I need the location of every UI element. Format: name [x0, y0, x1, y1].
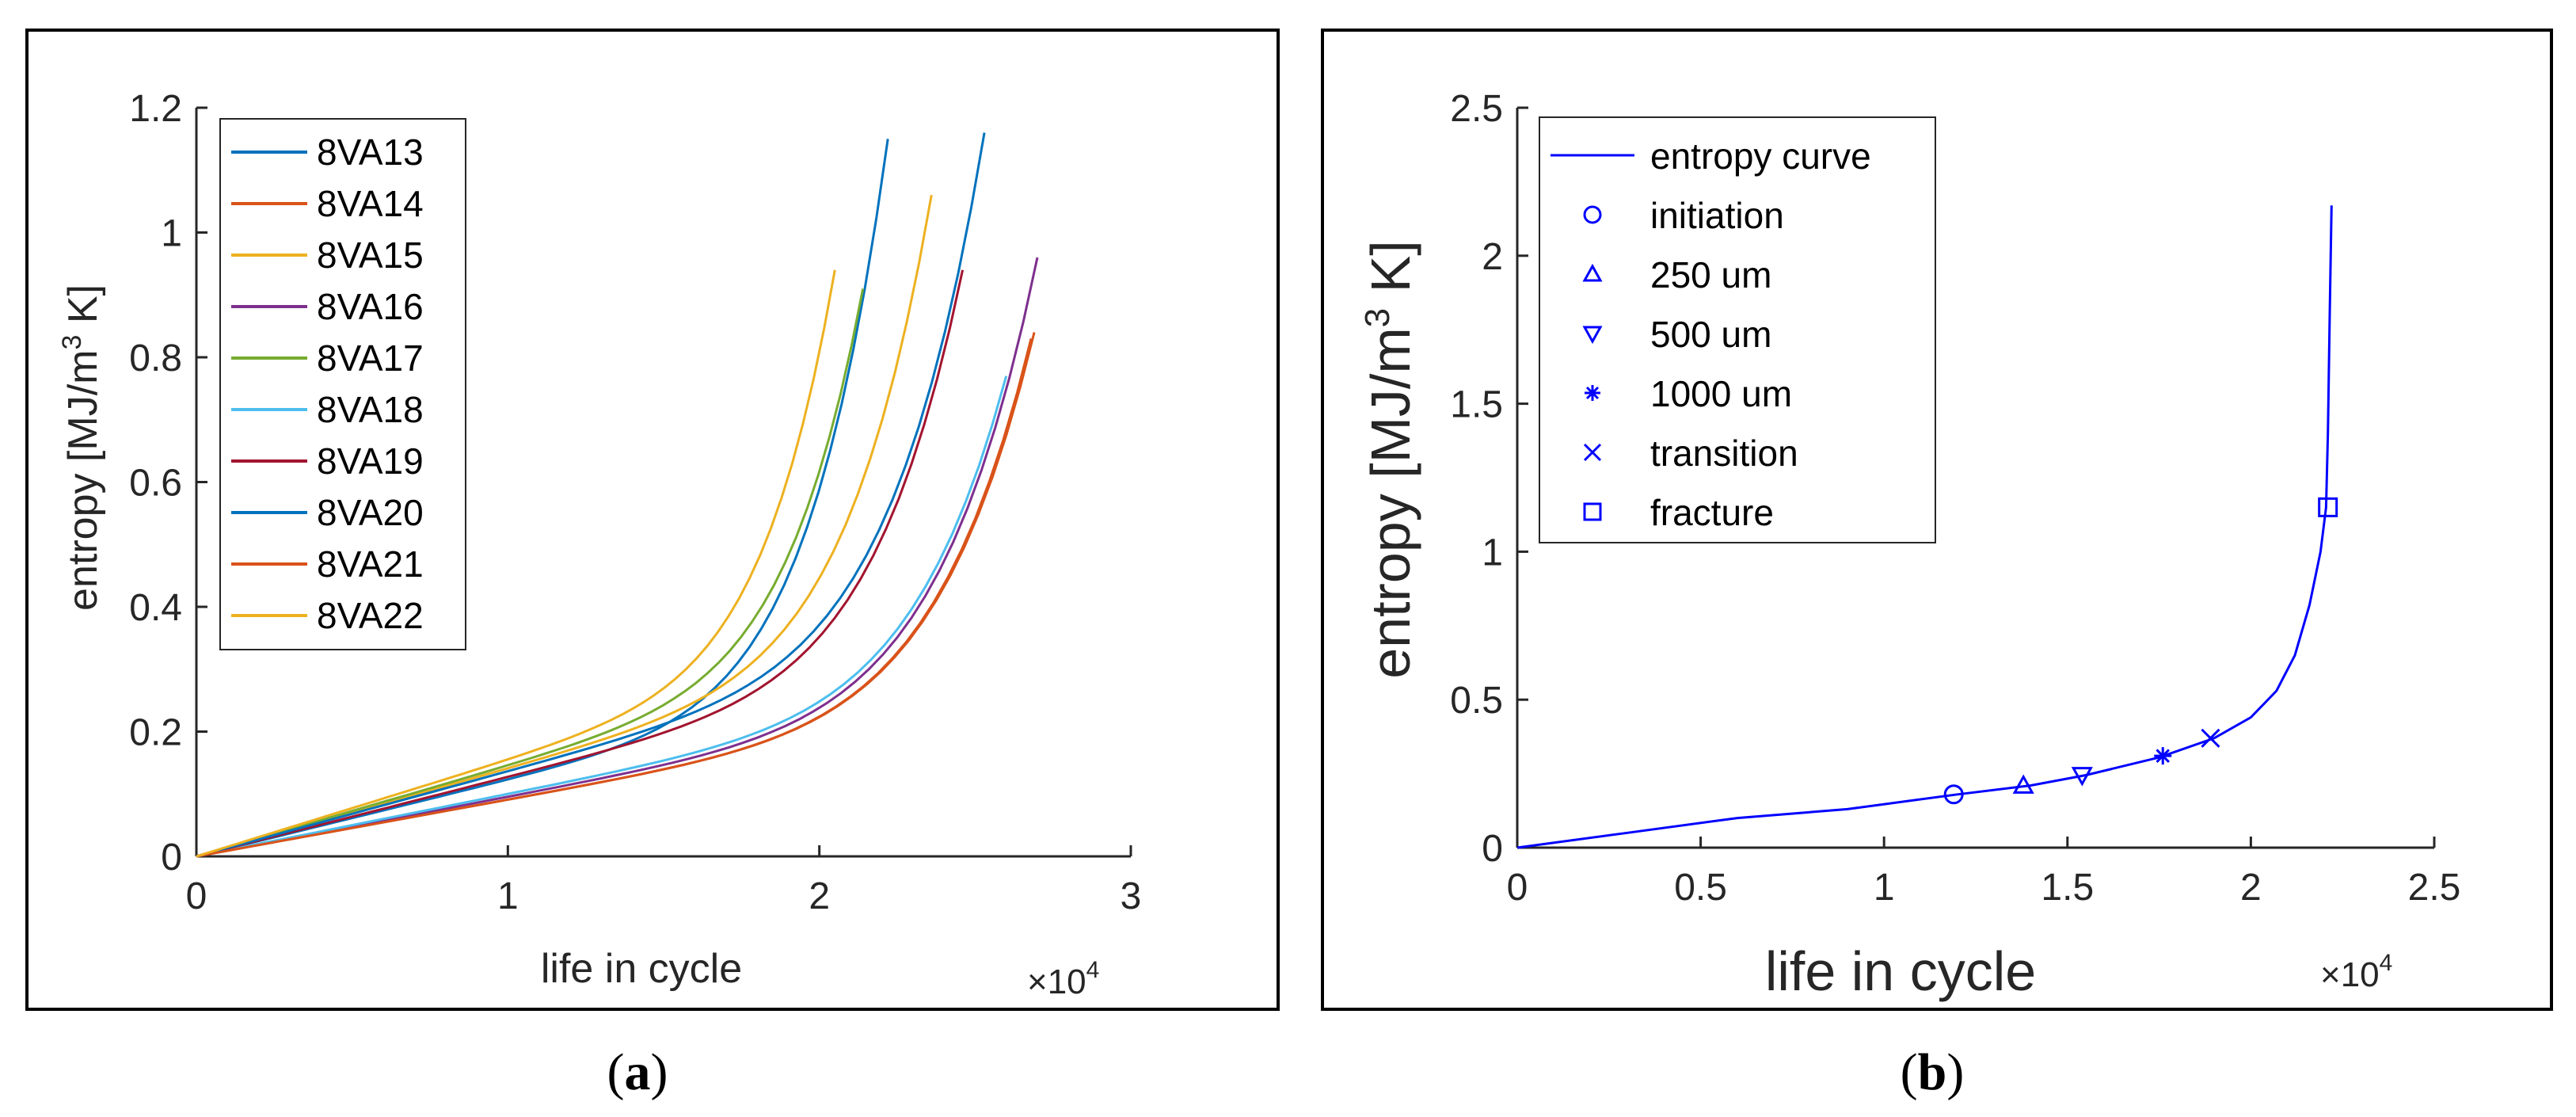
series-line-8va18 [196, 376, 1008, 858]
legend-label: 8VA15 [317, 234, 424, 276]
legend-box [1539, 116, 1936, 543]
legend-marker [1583, 502, 1602, 521]
legend-marker [1582, 263, 1603, 282]
legend-box [219, 118, 466, 650]
legend-label: 250 um [1650, 254, 1771, 295]
legend-label: 1000 um [1650, 373, 1792, 414]
y-tick-label: 0.5 [1450, 680, 1503, 722]
panel-b-frame [1321, 29, 2553, 1011]
series-line-8va19 [196, 269, 965, 858]
series-line-8va17 [196, 288, 865, 858]
y-tick-label: 0 [161, 837, 182, 879]
marker-transition [2201, 728, 2220, 748]
legend-label: fracture [1650, 492, 1774, 533]
x-tick-label: 3 [1121, 875, 1142, 917]
panel-b: 0 0.5 1 1.5 2 2.5 0 0.5 1 1.5 2 2.5 life in cycle e… [1321, 29, 2553, 1101]
panel-b-xlabel: life in cycle [1765, 940, 2036, 1002]
panel-a: 0 1 2 3 0 0.2 0.4 0.6 0.8 1 1.2 life in cycle entr… [25, 29, 1280, 1101]
panel-a-xlabel: life in cycle [541, 946, 742, 992]
panel-b-legend: entropy curve initiation 250 um 500 um 1000 … [1539, 116, 1936, 543]
panel-b-x-multiplier: ×104 [2320, 950, 2392, 994]
panel-a-plot: 0 1 2 3 0 0.2 0.4 0.6 0.8 1 1.2 [129, 88, 1141, 917]
x-tick-label: 0 [186, 875, 207, 917]
x-tick-label: 2 [809, 875, 830, 917]
legend-label: 500 um [1650, 314, 1771, 355]
entropy-curve-line [1516, 205, 2333, 849]
legend-label: entropy curve [1650, 135, 1871, 177]
y-tick-label: 0.2 [129, 712, 182, 754]
legend-label: 8VA16 [317, 286, 424, 327]
marker-250-um [2012, 774, 2034, 794]
caption-a: (a) [607, 1043, 668, 1101]
x-tick-label: 1.5 [2041, 867, 2094, 909]
legend-label: 8VA18 [317, 389, 424, 430]
y-tick-label: 0.8 [129, 337, 182, 379]
marker-initiation [1943, 784, 1964, 805]
panel-a-x-multiplier: ×104 [1027, 957, 1099, 1001]
x-tick-label: 0 [1507, 867, 1528, 909]
legend-marker [1585, 385, 1600, 401]
series-line-8va16 [196, 257, 1039, 858]
legend-label: transition [1650, 433, 1798, 474]
marker-500-um [2071, 767, 2093, 787]
y-tick-label: 1 [1482, 532, 1503, 574]
y-tick-label: 1.5 [1450, 384, 1503, 426]
marker-1000-um [2154, 747, 2172, 765]
x-tick-label: 0.5 [1674, 867, 1727, 909]
series-line-8va22 [196, 269, 836, 858]
panel-a-legend: 8VA13 8VA14 8VA15 8VA16 8VA17 8VA18 8VA19 8VA20… [219, 118, 466, 650]
y-tick-label: 0.4 [129, 587, 182, 629]
legend-label: 8VA22 [317, 595, 424, 636]
y-tick-label: 1.2 [129, 88, 182, 130]
series-line-8va20 [196, 132, 986, 858]
panel-a-ylabel: entropy [MJ/m3 K] [57, 284, 106, 611]
legend-label: 8VA17 [317, 337, 424, 379]
y-tick-label: 1 [161, 213, 182, 255]
panel-b-ylabel: entropy [MJ/m3 K] [1358, 240, 1421, 679]
x-tick-label: 2 [2240, 867, 2262, 909]
y-tick-label: 2.5 [1450, 88, 1503, 130]
marker-fracture [2318, 497, 2338, 517]
legend-marker [1583, 205, 1602, 224]
x-tick-label: 1 [497, 875, 519, 917]
legend-label: 8VA19 [317, 440, 424, 482]
legend-label: 8VA20 [317, 492, 424, 533]
legend-label: 8VA21 [317, 543, 424, 585]
y-tick-label: 0 [1482, 828, 1503, 870]
legend-label: 8VA14 [317, 183, 424, 224]
panel-b-plot: 0 0.5 1 1.5 2 2.5 0 0.5 1 1.5 2 2.5 [1450, 88, 2460, 909]
legend-marker [1582, 326, 1603, 345]
legend-marker [1583, 443, 1602, 462]
y-tick-label: 0.6 [129, 463, 182, 505]
caption-b: (b) [1901, 1043, 1965, 1101]
series-line-8va21 [196, 332, 1036, 858]
x-tick-label: 2.5 [2408, 867, 2461, 909]
legend-label: 8VA13 [317, 132, 424, 173]
y-tick-label: 2 [1482, 236, 1503, 278]
legend-label: initiation [1650, 195, 1784, 236]
x-tick-label: 1 [1874, 867, 1895, 909]
panel-a-frame [25, 29, 1280, 1011]
